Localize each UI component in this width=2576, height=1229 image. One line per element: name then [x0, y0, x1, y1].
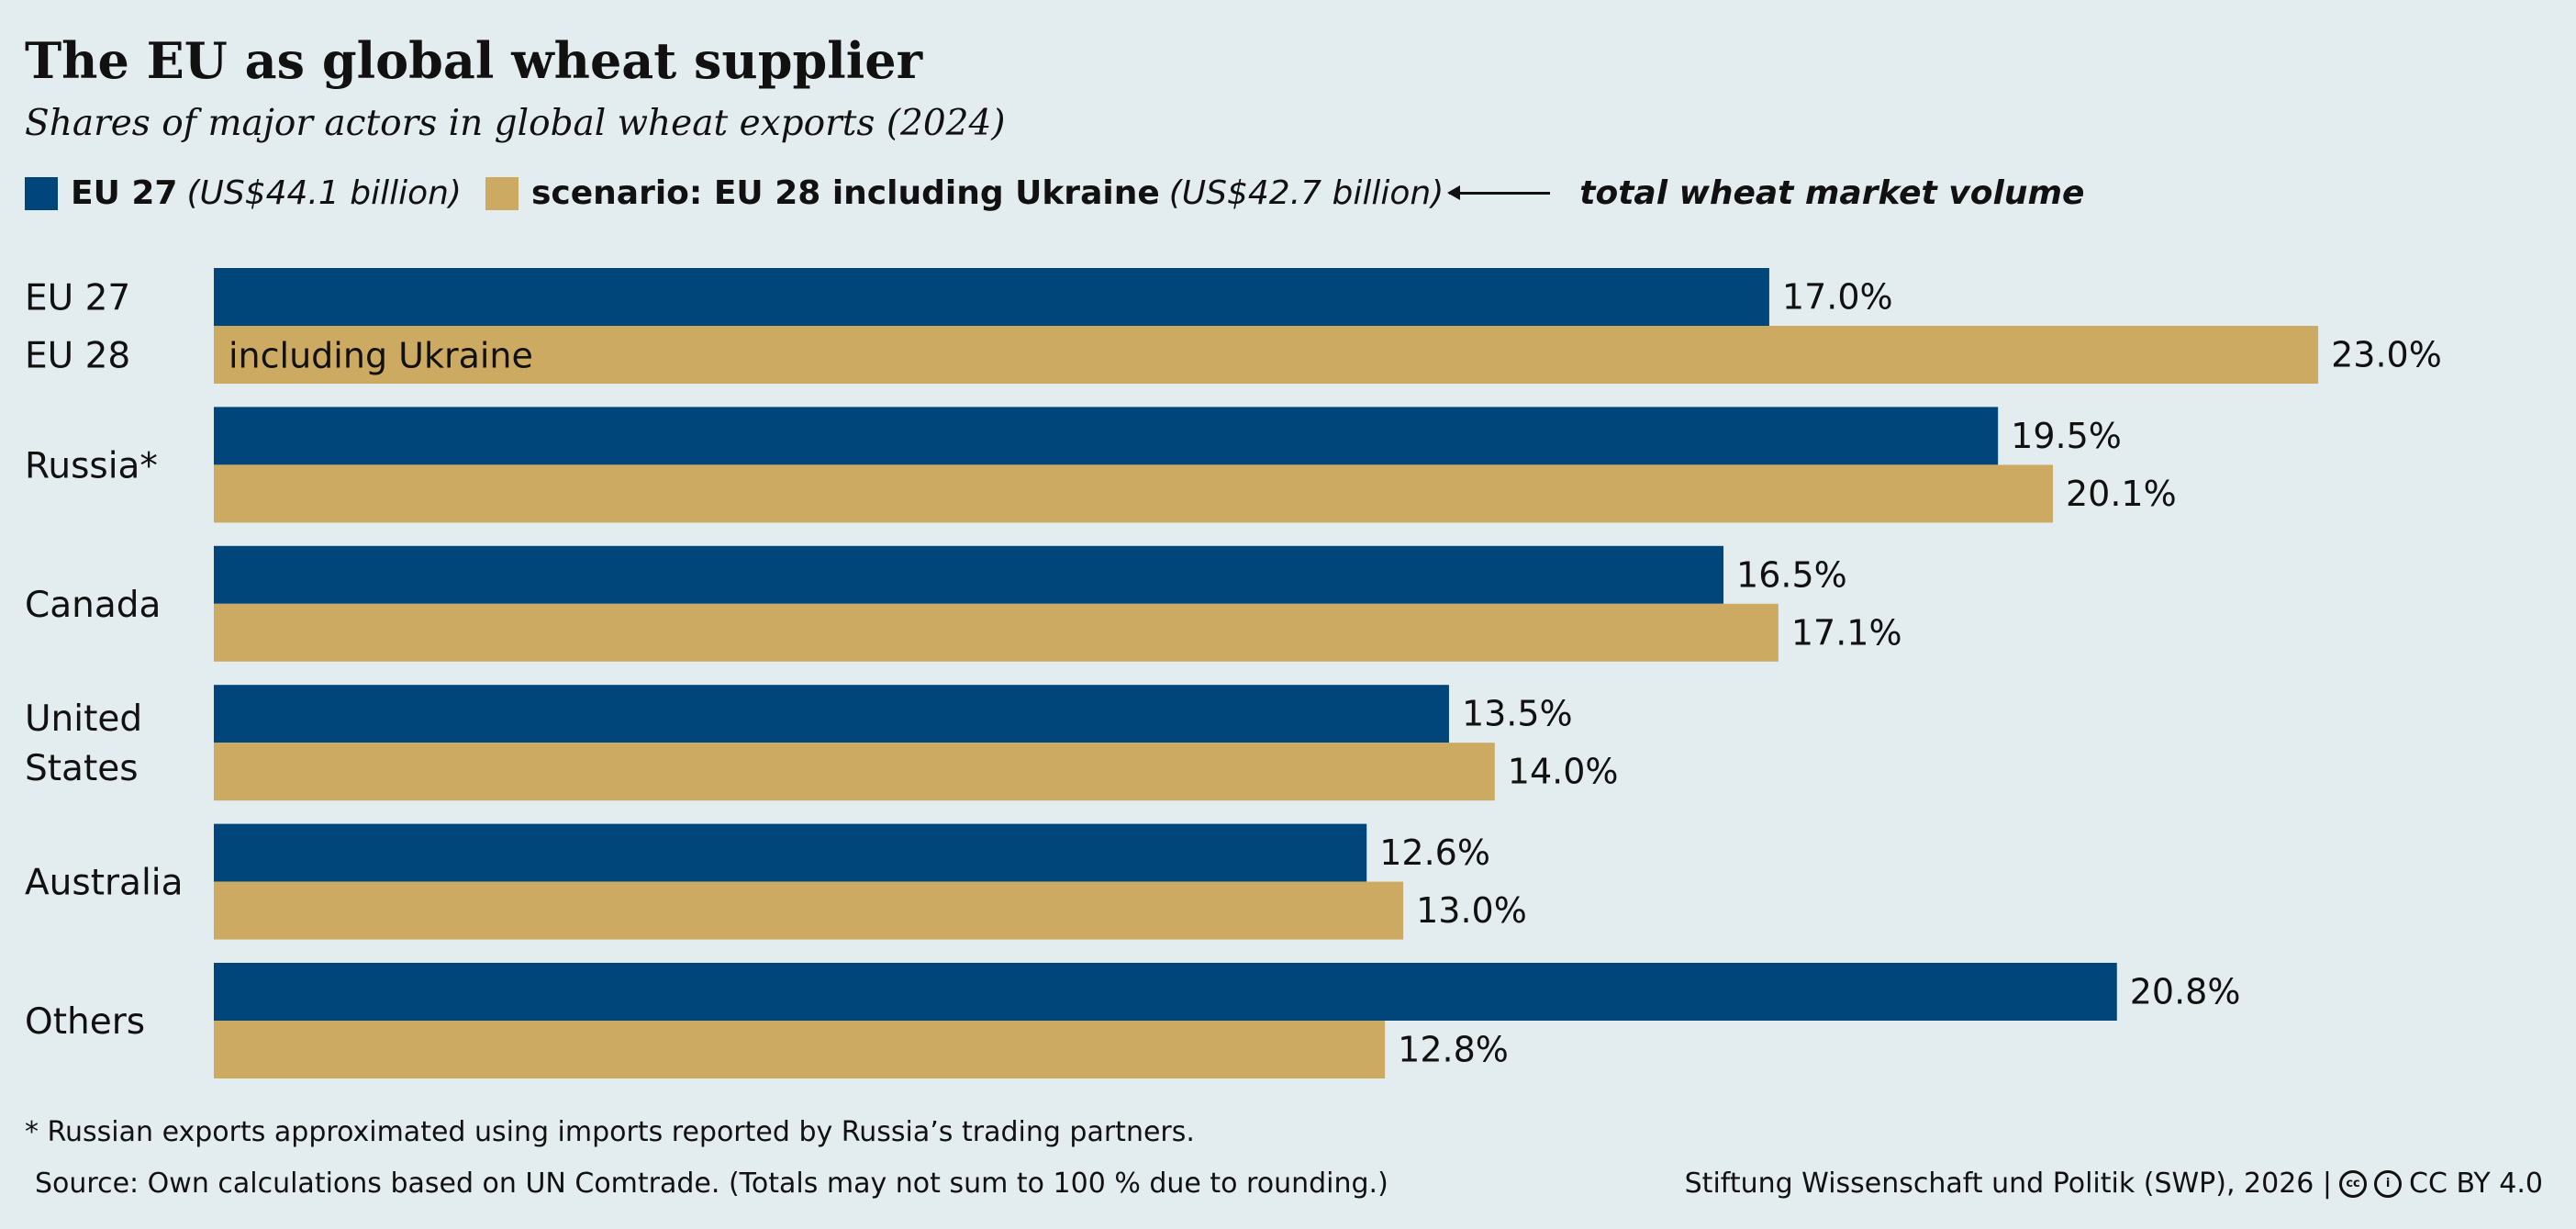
- license-text: CC BY 4.0: [2409, 1168, 2543, 1200]
- category-label: States: [25, 748, 139, 789]
- value-label: 20.8%: [2130, 972, 2241, 1012]
- category-label: EU 28: [25, 336, 130, 377]
- legend-swatch-eu27: [25, 176, 58, 210]
- category-label: Others: [25, 1001, 145, 1043]
- legend-item-eu28: scenario: EU 28 including Ukraine (US$42…: [485, 174, 1444, 212]
- chart-title: The EU as global wheat supplier: [25, 31, 923, 90]
- bar-eu27: [214, 685, 1449, 743]
- value-label: 17.1%: [1791, 612, 1902, 653]
- creative-commons-icon: cc: [2339, 1169, 2368, 1198]
- bar-eu28: [214, 326, 2319, 384]
- value-label: 19.5%: [2011, 416, 2122, 456]
- category-label: United: [25, 698, 142, 740]
- value-label: 13.5%: [1462, 694, 1573, 734]
- credit: Stiftung Wissenschaft und Politik (SWP),…: [1685, 1168, 2543, 1200]
- category-label: Australia: [25, 863, 184, 904]
- category-label: EU 27: [25, 278, 130, 319]
- footnote: * Russian exports approximated using imp…: [25, 1116, 1195, 1148]
- value-label: 14.0%: [1508, 752, 1619, 792]
- legend-annotation: total wheat market volume: [1579, 174, 2085, 212]
- arrow-left-icon: [1447, 185, 1551, 200]
- chart-subtitle: Shares of major actors in global wheat e…: [25, 103, 1006, 144]
- value-label: 16.5%: [1736, 554, 1847, 595]
- value-label: 17.0%: [1782, 277, 1893, 318]
- legend-value-eu27: (US$44.1 billion): [186, 174, 462, 212]
- value-label: 20.1%: [2066, 474, 2177, 514]
- bar-eu28: [214, 743, 1495, 801]
- bar-eu28: [214, 1021, 1386, 1078]
- bar-eu27: [214, 268, 1769, 326]
- legend-item-eu27: EU 27 (US$44.1 billion): [25, 174, 462, 212]
- legend: EU 27 (US$44.1 billion) scenario: EU 28 …: [25, 174, 2084, 212]
- value-label: 12.6%: [1379, 832, 1490, 873]
- in-bar-label: including Ukraine: [229, 336, 533, 376]
- bar-eu27: [214, 407, 1999, 465]
- value-label: 23.0%: [2331, 335, 2442, 375]
- legend-swatch-eu28: [485, 176, 519, 210]
- legend-label-eu28: scenario: EU 28 including Ukraine: [530, 174, 1160, 212]
- legend-value-eu28: (US$42.7 billion): [1168, 174, 1444, 212]
- bar-eu28: [214, 464, 2053, 523]
- source-note: Source: Own calculations based on UN Com…: [35, 1168, 1388, 1200]
- credit-text: Stiftung Wissenschaft und Politik (SWP),…: [1684, 1168, 2333, 1200]
- category-label: Canada: [25, 585, 161, 626]
- bar-eu27: [214, 823, 1367, 882]
- bar-eu27: [214, 545, 1724, 604]
- bar-eu27: [214, 963, 2117, 1021]
- category-label: Russia*: [25, 445, 158, 486]
- value-label: 12.8%: [1398, 1030, 1509, 1070]
- bar-eu28: [214, 881, 1404, 940]
- attribution-icon: i: [2374, 1169, 2403, 1198]
- value-label: 13.0%: [1416, 890, 1527, 931]
- legend-label-eu27: EU 27: [71, 174, 178, 212]
- bar-eu28: [214, 603, 1779, 662]
